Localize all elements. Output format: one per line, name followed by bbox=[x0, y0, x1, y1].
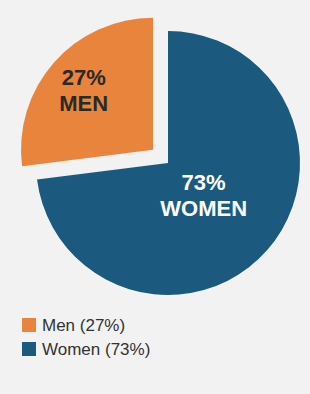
legend-swatch bbox=[22, 318, 36, 332]
value-label: 73% bbox=[182, 170, 226, 195]
value-label: 27% bbox=[62, 65, 106, 90]
legend: Men (27%) Women (73%) bbox=[22, 316, 150, 359]
legend-label: Men (27%) bbox=[42, 316, 125, 335]
chart: 27%MEN 73%WOMEN Men (27%) Women (73%) bbox=[0, 0, 310, 394]
legend-swatch bbox=[22, 342, 36, 356]
pie-slice bbox=[37, 31, 300, 295]
legend-label: Women (73%) bbox=[42, 340, 150, 359]
slice-name: WOMEN bbox=[160, 196, 247, 221]
pie-slice bbox=[21, 18, 153, 167]
slice-name: MEN bbox=[59, 91, 108, 116]
slices bbox=[21, 18, 300, 295]
